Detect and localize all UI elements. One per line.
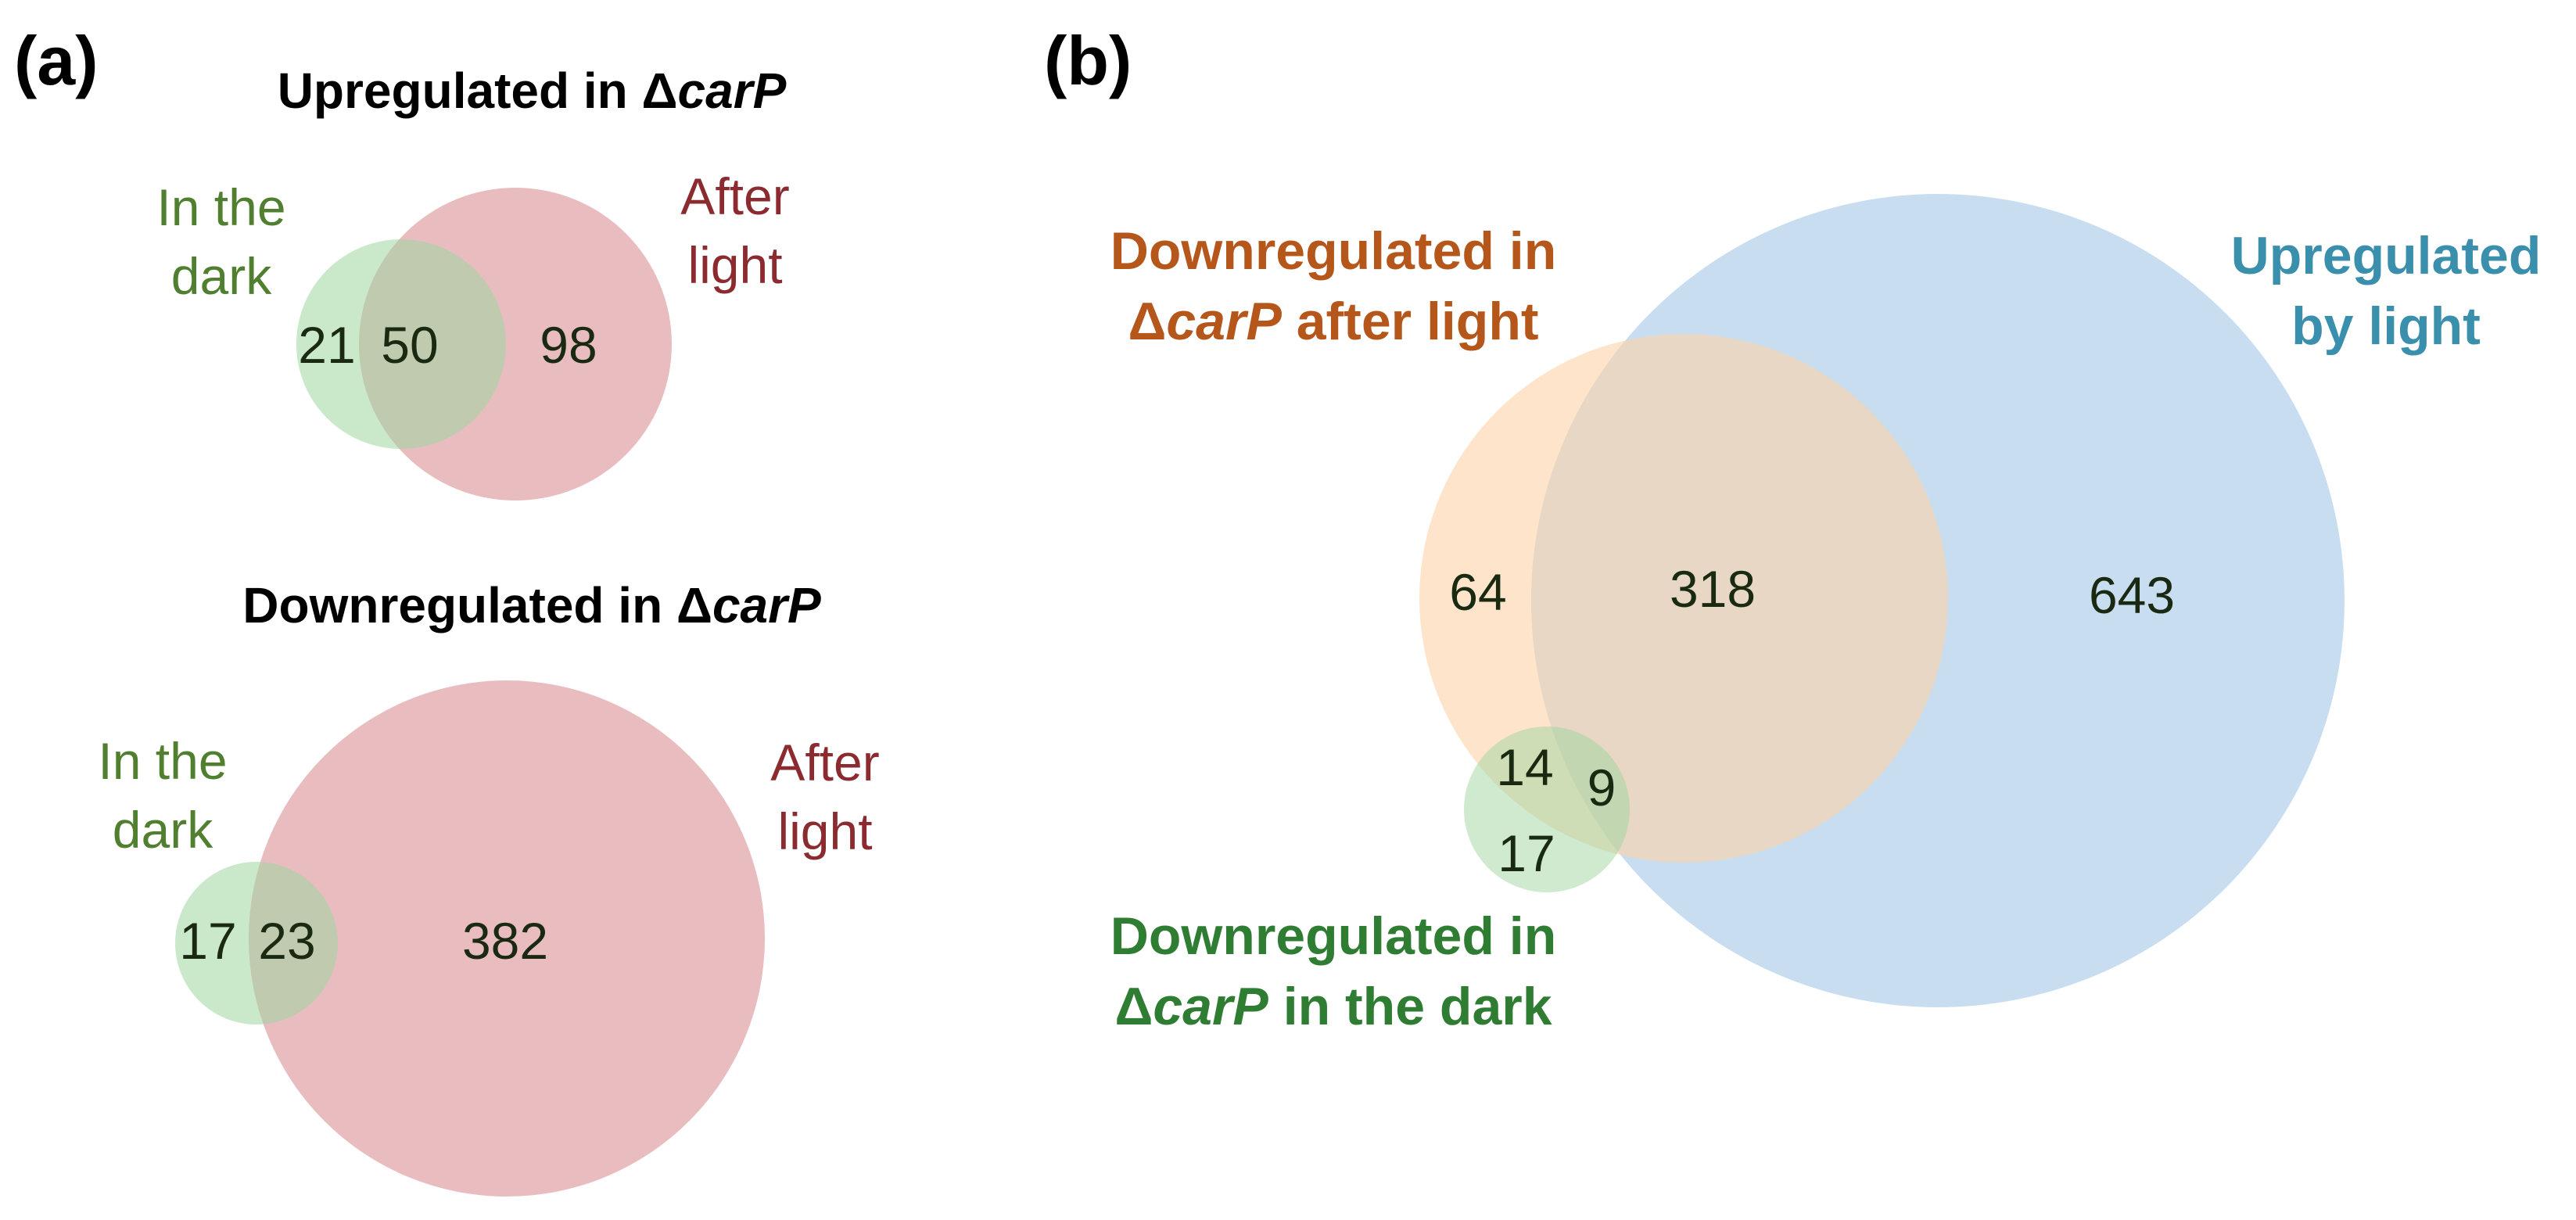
venn-up-count-dark-only: 21 bbox=[298, 316, 355, 374]
panel-b: (b) Downregulated in ΔcarP after light U… bbox=[1044, 22, 2541, 1036]
venn-down-light-label-line1: After bbox=[770, 734, 879, 791]
venn-b-orange-label-line1: Downregulated in bbox=[1110, 221, 1556, 281]
venn-up-dark-circle bbox=[296, 239, 506, 449]
venn-b-green-circle bbox=[1464, 727, 1630, 892]
venn-up-count-both: 50 bbox=[381, 316, 438, 374]
venn-b-count-blue-only: 643 bbox=[2089, 566, 2175, 624]
venn-b-count-orange-only: 64 bbox=[1449, 563, 1506, 621]
venn-down-dark-label-line2: dark bbox=[113, 801, 213, 859]
panel-a: (a) Upregulated in ΔcarP In the dark Aft… bbox=[14, 22, 880, 1197]
venn-b-blue-label-line2: by light bbox=[2291, 296, 2481, 356]
venn-down-count-light-only: 382 bbox=[462, 912, 548, 970]
venn-b-blue-label-line1: Upregulated bbox=[2231, 226, 2542, 285]
panel-a-label: (a) bbox=[14, 22, 99, 99]
venn-b-orange-label-line2: ΔcarP after light bbox=[1128, 292, 1538, 351]
venn-down-light-circle bbox=[249, 680, 765, 1197]
venn-downregulated: Downregulated in ΔcarP In the dark After… bbox=[98, 577, 880, 1197]
venn-b-count-orange-blue: 318 bbox=[1670, 560, 1756, 618]
venn-up-dark-label-line1: In the bbox=[156, 178, 285, 236]
panel-b-label: (b) bbox=[1044, 22, 1132, 99]
venn-down-count-both: 23 bbox=[258, 912, 315, 970]
venn-down-dark-label-line1: In the bbox=[98, 732, 227, 790]
venn-b-green-label-line1: Downregulated in bbox=[1110, 906, 1556, 966]
venn-down-count-dark-only: 17 bbox=[179, 912, 236, 970]
venn-down-title: Downregulated in ΔcarP bbox=[242, 577, 821, 633]
venn-up-light-label-line2: light bbox=[687, 236, 782, 294]
venn-b-green-label-line2: ΔcarP in the dark bbox=[1114, 977, 1552, 1036]
venn-b-count-green-only: 17 bbox=[1498, 824, 1555, 882]
venn-up-dark-label-line2: dark bbox=[171, 247, 272, 305]
venn-b-count-orange-green: 14 bbox=[1496, 738, 1553, 796]
venn-up-light-label-line1: After bbox=[680, 167, 789, 225]
venn-down-dark-circle bbox=[175, 862, 338, 1024]
venn-down-light-label-line2: light bbox=[777, 802, 872, 860]
venn-upregulated: Upregulated in ΔcarP In the dark After l… bbox=[156, 63, 790, 501]
venn-up-title: Upregulated in ΔcarP bbox=[278, 63, 787, 119]
venn-b-count-all-three: 9 bbox=[1588, 759, 1616, 816]
venn-up-count-light-only: 98 bbox=[540, 316, 597, 374]
